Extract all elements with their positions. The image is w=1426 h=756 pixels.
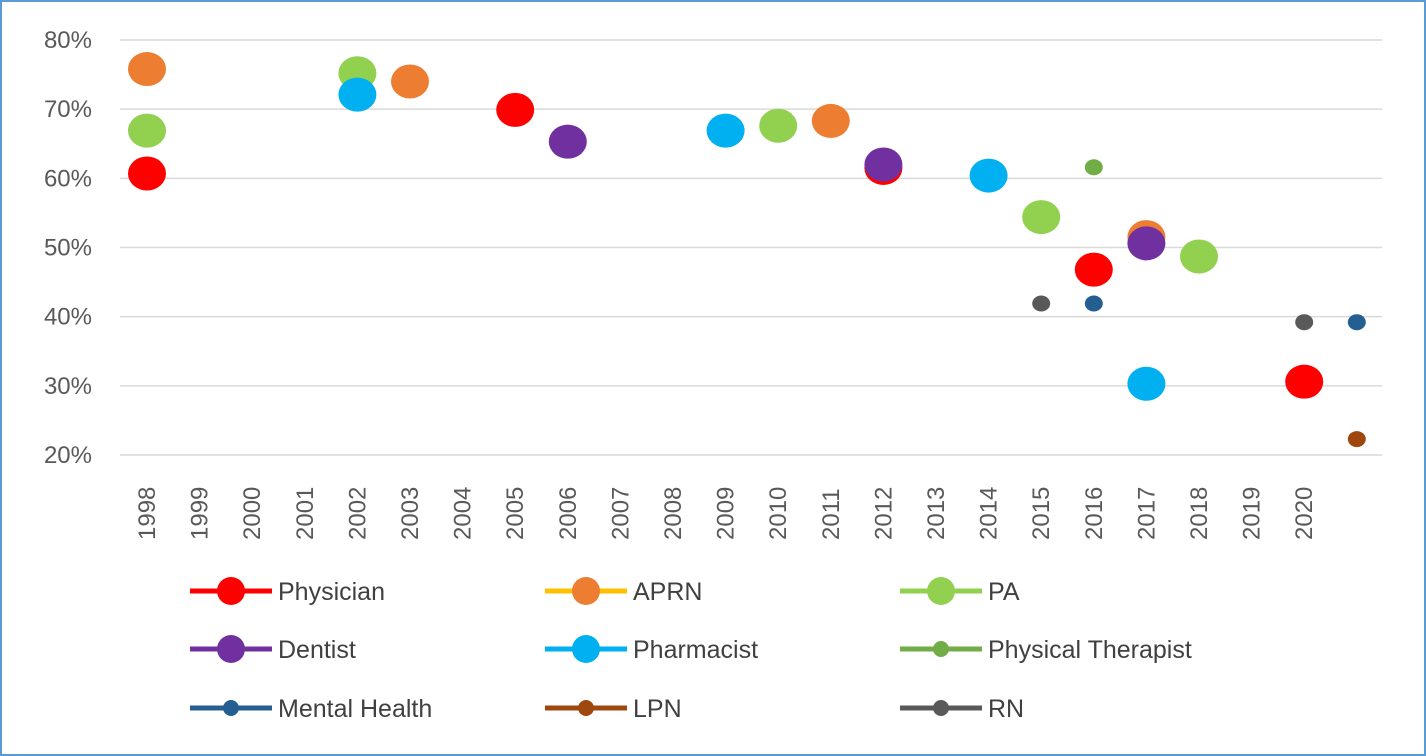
- data-point: [128, 156, 166, 191]
- data-point: [1347, 314, 1366, 331]
- data-point: [1084, 295, 1103, 312]
- legend-marker: [572, 577, 600, 605]
- legend-marker: [933, 700, 949, 716]
- data-point: [1084, 159, 1103, 176]
- x-axis-ticks: 1998 1999 2000 2001 2002 2003 2004 2005 2006 2007…: [134, 487, 1318, 540]
- x-tick-label: 2019: [1239, 487, 1266, 540]
- x-tick-label: 1999: [187, 487, 214, 540]
- data-points: [128, 52, 1366, 448]
- x-tick-label: 2000: [239, 487, 266, 540]
- series-dentist: [548, 124, 1166, 261]
- y-tick-label: 80%: [44, 27, 92, 54]
- legend-item: Pharmacist: [545, 635, 758, 664]
- legend-item: RN: [900, 695, 1024, 723]
- legend-label: Mental Health: [278, 695, 432, 723]
- data-point: [338, 77, 377, 112]
- data-point: [496, 92, 535, 127]
- data-point: [128, 52, 166, 87]
- legend-label: Pharmacist: [633, 636, 758, 664]
- data-point: [706, 113, 745, 148]
- legend-label: LPN: [633, 695, 682, 723]
- legend-marker: [578, 700, 594, 716]
- x-tick-label: 2008: [660, 487, 687, 540]
- legend-item: PA: [900, 577, 1020, 606]
- y-axis-ticks: 20% 30% 40% 50% 60% 70% 80%: [44, 27, 92, 469]
- x-tick-label: 2011: [818, 488, 845, 540]
- series-pharmacist: [338, 77, 1166, 401]
- data-point: [1127, 366, 1166, 401]
- series-mental-health: [1084, 295, 1366, 331]
- x-tick-label: 2002: [344, 487, 371, 540]
- series-rn: [1032, 295, 1314, 331]
- legend-marker: [217, 635, 245, 663]
- legend-label: RN: [988, 695, 1024, 723]
- x-tick-label: 2009: [713, 487, 740, 540]
- data-point: [1347, 431, 1366, 448]
- legend-item: Physician: [190, 577, 385, 606]
- legend: Physician APRN PA Dentist Pharmacist Physical…: [190, 577, 1192, 723]
- series-pa: [128, 56, 1218, 274]
- y-tick-label: 40%: [44, 304, 92, 331]
- x-tick-label: 2012: [870, 487, 897, 540]
- legend-marker: [217, 577, 245, 605]
- x-tick-label: 2006: [555, 487, 582, 540]
- legend-label: Physician: [278, 578, 385, 606]
- y-tick-label: 50%: [44, 235, 92, 262]
- legend-item: APRN: [545, 577, 702, 606]
- legend-label: Physical Therapist: [988, 636, 1192, 664]
- legend-marker: [933, 641, 949, 657]
- data-point: [864, 147, 903, 182]
- x-tick-label: 2020: [1291, 487, 1318, 540]
- legend-label: APRN: [633, 578, 702, 606]
- x-tick-label: 2007: [607, 487, 634, 540]
- data-point: [969, 158, 1008, 193]
- data-point: [548, 124, 587, 159]
- x-tick-label: 2005: [502, 487, 529, 540]
- x-tick-label: 2017: [1133, 487, 1160, 540]
- legend-item: LPN: [545, 695, 682, 723]
- legend-label: Dentist: [278, 636, 356, 664]
- legend-marker: [927, 577, 955, 605]
- data-point: [1295, 314, 1314, 331]
- data-point: [1285, 364, 1324, 399]
- gridlines: [120, 39, 1382, 456]
- y-tick-label: 60%: [44, 165, 92, 192]
- y-tick-label: 70%: [44, 96, 92, 123]
- x-tick-label: 2015: [1028, 487, 1055, 540]
- x-tick-label: 2016: [1081, 487, 1108, 540]
- series-aprn: [128, 52, 1166, 255]
- legend-item: Dentist: [190, 635, 356, 664]
- x-tick-label: 2001: [292, 487, 319, 540]
- data-point: [128, 113, 166, 148]
- legend-item: Mental Health: [190, 695, 432, 723]
- x-tick-label: 2003: [397, 487, 424, 540]
- y-tick-label: 30%: [44, 373, 92, 400]
- data-point: [1022, 200, 1061, 235]
- y-tick-label: 20%: [44, 442, 92, 469]
- legend-marker: [572, 635, 600, 663]
- x-tick-label: 2014: [976, 487, 1003, 540]
- data-point: [759, 108, 798, 143]
- x-tick-label: 2018: [1186, 487, 1213, 540]
- data-point: [811, 103, 850, 138]
- legend-label: PA: [988, 578, 1020, 606]
- data-point: [1074, 252, 1113, 287]
- x-tick-label: 2010: [765, 487, 792, 540]
- data-point: [1127, 226, 1166, 261]
- data-point: [391, 64, 429, 99]
- x-tick-label: 2013: [923, 487, 950, 540]
- data-point: [1032, 295, 1051, 312]
- legend-marker: [223, 700, 239, 716]
- series-physical-therapist: [1084, 159, 1103, 176]
- data-point: [1180, 239, 1218, 274]
- x-tick-label: 1998: [134, 487, 161, 540]
- legend-item: Physical Therapist: [900, 636, 1192, 664]
- series-lpn: [1347, 431, 1366, 448]
- x-tick-label: 2004: [450, 487, 477, 540]
